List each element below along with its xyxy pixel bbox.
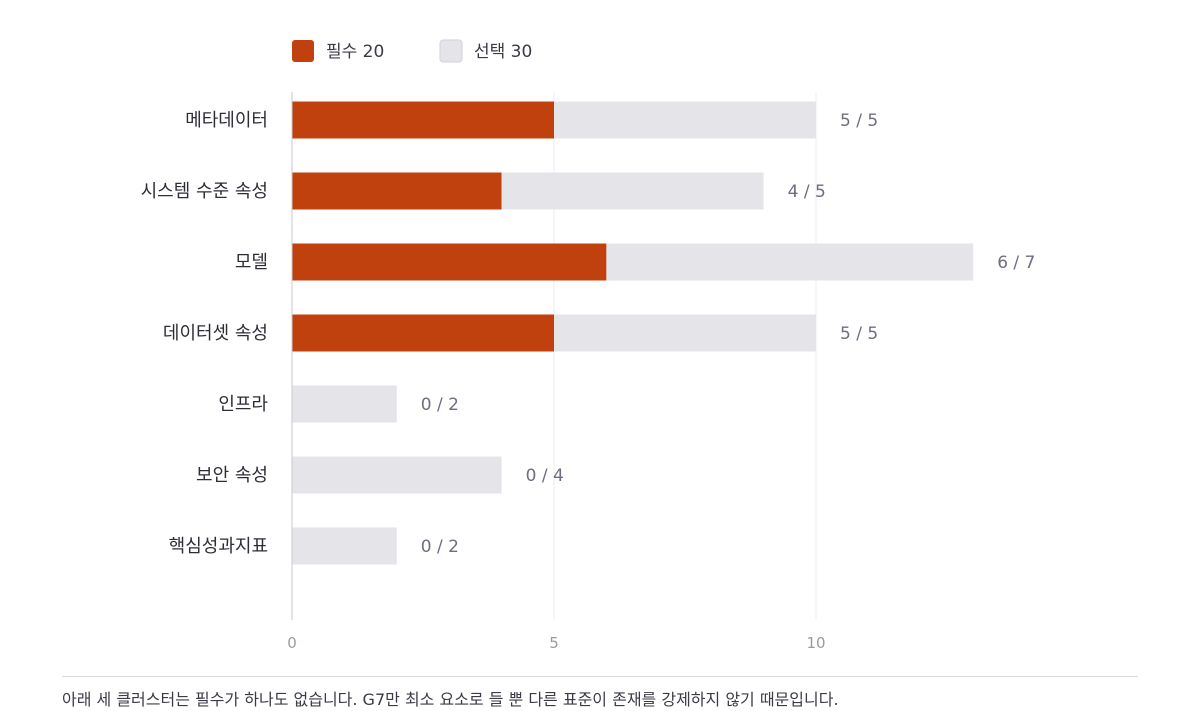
bar-optional-6 — [292, 527, 397, 565]
bar-required-2 — [292, 243, 607, 281]
value-label: 0 / 2 — [421, 395, 459, 415]
legend-label-0: 필수 20 — [326, 42, 384, 62]
category-label: 보안 속성 — [196, 465, 268, 486]
bar-required-1 — [292, 172, 502, 210]
footnote: 아래 세 클러스터는 필수가 하나도 없습니다. G7만 최소 요소로 들 뿐 … — [62, 690, 839, 709]
value-label: 5 / 5 — [840, 111, 878, 131]
value-label: 0 / 4 — [526, 466, 564, 486]
bar-optional-2 — [606, 243, 974, 281]
bar-optional-3 — [554, 314, 816, 352]
category-label: 메타데이터 — [185, 110, 268, 131]
category-label: 핵심성과지표 — [169, 536, 268, 557]
value-label: 4 / 5 — [788, 182, 826, 202]
x-tick-label: 10 — [806, 634, 825, 652]
category-label: 인프라 — [218, 394, 268, 415]
stacked-bar-chart: 0 5 10 메타데이터 5 / 5 시스템 수준 속성 4 / 5 모델 6 / 7 데이터셋 … — [141, 39, 1035, 652]
legend-swatch-0 — [292, 40, 314, 62]
value-label: 5 / 5 — [840, 324, 878, 344]
bar-optional-4 — [292, 385, 397, 423]
bar-required-3 — [292, 314, 554, 352]
value-label: 6 / 7 — [997, 253, 1035, 273]
category-label: 모델 — [235, 252, 268, 273]
footnote-divider — [62, 676, 1138, 677]
bar-optional-1 — [501, 172, 764, 210]
bar-required-0 — [292, 101, 554, 139]
bar-optional-5 — [292, 456, 502, 494]
x-tick-label: 0 — [287, 634, 297, 652]
legend-label-1: 선택 30 — [474, 42, 532, 62]
bar-optional-0 — [554, 101, 816, 139]
value-label: 0 / 2 — [421, 537, 459, 557]
x-tick-label: 5 — [549, 634, 559, 652]
category-label: 시스템 수준 속성 — [141, 181, 268, 202]
legend-swatch-1 — [439, 39, 463, 63]
category-label: 데이터셋 속성 — [163, 323, 268, 344]
